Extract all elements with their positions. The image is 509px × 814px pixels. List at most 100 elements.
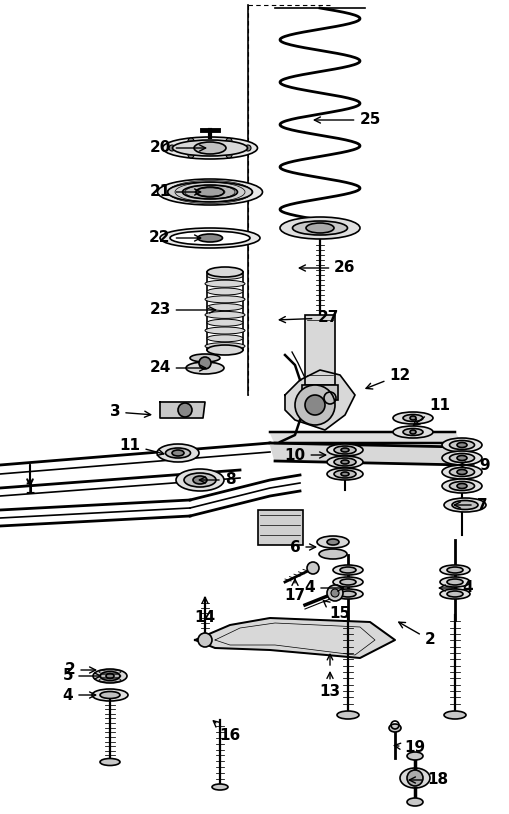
Ellipse shape [100,759,120,765]
Ellipse shape [410,416,416,420]
Circle shape [169,145,175,151]
Ellipse shape [457,484,467,488]
Ellipse shape [440,565,470,575]
Ellipse shape [207,319,243,326]
Ellipse shape [457,456,467,461]
Ellipse shape [444,711,466,719]
Ellipse shape [407,752,423,760]
Ellipse shape [449,467,474,476]
Text: 20: 20 [149,141,206,155]
Text: 11: 11 [413,397,450,426]
Ellipse shape [444,498,486,512]
Text: 26: 26 [299,260,356,275]
Ellipse shape [403,428,423,435]
Text: 27: 27 [279,310,338,326]
Polygon shape [195,618,395,658]
Ellipse shape [193,476,207,484]
Text: 2: 2 [399,622,435,647]
Circle shape [226,138,232,144]
Ellipse shape [184,473,216,487]
Ellipse shape [327,444,363,456]
Text: 9: 9 [459,457,490,472]
Circle shape [407,770,423,786]
Text: 19: 19 [394,741,426,755]
Ellipse shape [100,672,120,681]
Text: 15: 15 [323,601,351,622]
Ellipse shape [442,438,482,452]
Text: 4: 4 [439,580,473,596]
Ellipse shape [447,591,463,597]
Circle shape [331,589,339,597]
Polygon shape [270,432,460,443]
Circle shape [226,152,232,158]
Text: 1: 1 [25,483,35,497]
Ellipse shape [205,280,245,287]
Ellipse shape [167,182,252,202]
Text: 17: 17 [285,580,305,603]
Ellipse shape [327,539,339,545]
Ellipse shape [207,345,243,355]
Ellipse shape [93,669,127,683]
Ellipse shape [212,784,228,790]
Ellipse shape [173,140,247,156]
Text: 5: 5 [63,668,101,684]
Ellipse shape [449,482,474,491]
Ellipse shape [449,440,474,449]
Text: 14: 14 [194,597,216,625]
Circle shape [305,395,325,415]
Ellipse shape [327,468,363,480]
Ellipse shape [157,179,263,205]
Circle shape [327,585,343,601]
Ellipse shape [183,185,238,199]
Ellipse shape [280,217,360,239]
Text: 25: 25 [315,112,381,128]
Ellipse shape [100,692,120,698]
Ellipse shape [400,768,430,788]
Ellipse shape [457,443,467,448]
Ellipse shape [319,549,347,559]
Text: 10: 10 [285,448,326,462]
Circle shape [188,138,194,144]
Ellipse shape [333,589,363,599]
Ellipse shape [293,221,348,235]
Ellipse shape [440,589,470,599]
Ellipse shape [205,295,245,303]
Ellipse shape [410,430,416,434]
Ellipse shape [157,444,199,462]
Text: 23: 23 [149,303,216,317]
Ellipse shape [176,469,224,491]
Ellipse shape [334,470,356,478]
Ellipse shape [341,460,349,464]
Ellipse shape [207,273,243,279]
Ellipse shape [186,362,224,374]
Ellipse shape [341,448,349,452]
Ellipse shape [194,142,226,154]
Polygon shape [270,443,465,465]
Ellipse shape [207,304,243,311]
Circle shape [307,562,319,574]
Ellipse shape [170,231,250,245]
Text: 4: 4 [305,580,344,596]
Ellipse shape [162,137,258,159]
Ellipse shape [172,450,184,456]
Circle shape [188,152,194,158]
Ellipse shape [92,689,128,701]
Text: 3: 3 [109,405,151,419]
Circle shape [199,357,211,369]
Ellipse shape [196,187,224,197]
Ellipse shape [334,446,356,454]
Ellipse shape [333,577,363,587]
Ellipse shape [440,577,470,587]
Ellipse shape [457,470,467,475]
Ellipse shape [337,711,359,719]
Text: 11: 11 [120,437,164,455]
Text: 2: 2 [65,663,96,677]
Ellipse shape [449,453,474,462]
Polygon shape [285,370,355,430]
Ellipse shape [207,335,243,342]
Circle shape [178,403,192,417]
Ellipse shape [389,724,401,732]
Ellipse shape [205,312,245,318]
Ellipse shape [207,267,243,277]
Ellipse shape [447,579,463,585]
